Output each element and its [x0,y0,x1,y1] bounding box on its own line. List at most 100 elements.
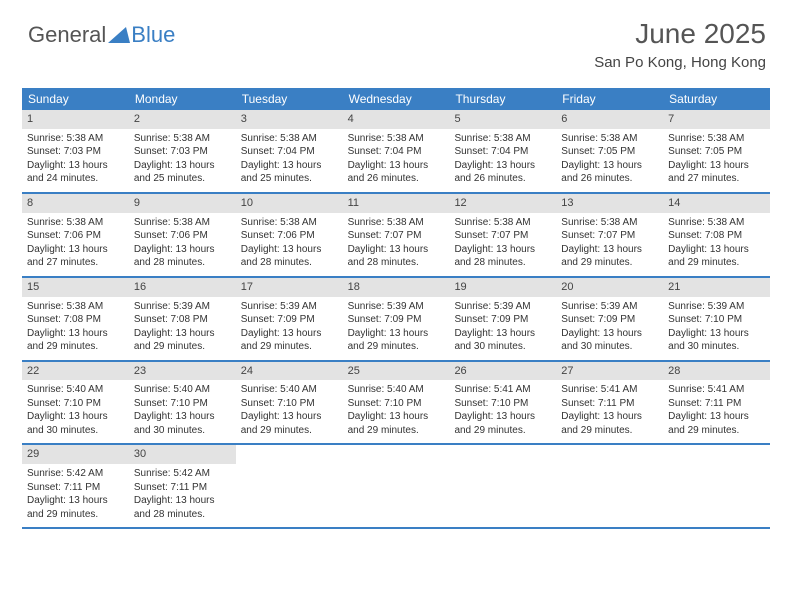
sunset-line: Sunset: 7:06 PM [241,229,338,243]
day-body: Sunrise: 5:39 AMSunset: 7:08 PMDaylight:… [129,297,236,360]
day-body: Sunrise: 5:40 AMSunset: 7:10 PMDaylight:… [236,380,343,443]
sunrise-line: Sunrise: 5:40 AM [241,383,338,397]
calendar-day: 16Sunrise: 5:39 AMSunset: 7:08 PMDayligh… [129,278,236,360]
sunrise-line: Sunrise: 5:38 AM [241,216,338,230]
calendar-day: 6Sunrise: 5:38 AMSunset: 7:05 PMDaylight… [556,110,663,192]
dow-cell: Sunday [22,88,129,110]
calendar-day: 19Sunrise: 5:39 AMSunset: 7:09 PMDayligh… [449,278,556,360]
calendar-day: 1Sunrise: 5:38 AMSunset: 7:03 PMDaylight… [22,110,129,192]
calendar: SundayMondayTuesdayWednesdayThursdayFrid… [22,88,770,529]
day-body: Sunrise: 5:38 AMSunset: 7:03 PMDaylight:… [22,129,129,192]
day-body: Sunrise: 5:40 AMSunset: 7:10 PMDaylight:… [22,380,129,443]
day-number: 20 [556,278,663,297]
calendar-day: 26Sunrise: 5:41 AMSunset: 7:10 PMDayligh… [449,362,556,444]
dow-cell: Saturday [663,88,770,110]
day-number: 23 [129,362,236,381]
daylight-line: Daylight: 13 hours and 29 minutes. [27,327,124,354]
day-number: 9 [129,194,236,213]
dow-cell: Friday [556,88,663,110]
sunrise-line: Sunrise: 5:38 AM [561,132,658,146]
sunset-line: Sunset: 7:03 PM [27,145,124,159]
sunset-line: Sunset: 7:09 PM [454,313,551,327]
sunset-line: Sunset: 7:10 PM [241,397,338,411]
day-body: Sunrise: 5:38 AMSunset: 7:06 PMDaylight:… [236,213,343,276]
sunset-line: Sunset: 7:04 PM [348,145,445,159]
sunrise-line: Sunrise: 5:38 AM [348,216,445,230]
sunset-line: Sunset: 7:11 PM [27,481,124,495]
day-body: Sunrise: 5:42 AMSunset: 7:11 PMDaylight:… [129,464,236,527]
calendar-week: 8Sunrise: 5:38 AMSunset: 7:06 PMDaylight… [22,194,770,278]
day-number: 24 [236,362,343,381]
daylight-line: Daylight: 13 hours and 30 minutes. [668,327,765,354]
page-location: San Po Kong, Hong Kong [594,54,766,71]
sunrise-line: Sunrise: 5:39 AM [561,300,658,314]
daylight-line: Daylight: 13 hours and 27 minutes. [27,243,124,270]
day-body: Sunrise: 5:38 AMSunset: 7:06 PMDaylight:… [22,213,129,276]
calendar-day: 13Sunrise: 5:38 AMSunset: 7:07 PMDayligh… [556,194,663,276]
day-body: Sunrise: 5:38 AMSunset: 7:08 PMDaylight:… [22,297,129,360]
day-number: 15 [22,278,129,297]
calendar-day: 21Sunrise: 5:39 AMSunset: 7:10 PMDayligh… [663,278,770,360]
sunrise-line: Sunrise: 5:38 AM [27,300,124,314]
calendar-day: 20Sunrise: 5:39 AMSunset: 7:09 PMDayligh… [556,278,663,360]
daylight-line: Daylight: 13 hours and 29 minutes. [561,410,658,437]
calendar-day: 23 Sunrise: 5:40 AMSunset: 7:10 PMDayligh… [129,362,236,444]
sunset-line: Sunset: 7:08 PM [134,313,231,327]
day-body: Sunrise: 5:41 AMSunset: 7:11 PMDaylight:… [663,380,770,443]
day-body: Sunrise: 5:39 AMSunset: 7:10 PMDaylight:… [663,297,770,360]
sunset-line: Sunset: 7:09 PM [241,313,338,327]
dow-cell: Monday [129,88,236,110]
calendar-week: 29Sunrise: 5:42 AMSunset: 7:11 PMDayligh… [22,445,770,529]
calendar-day [236,445,343,527]
day-body: Sunrise: 5:38 AMSunset: 7:05 PMDaylight:… [556,129,663,192]
day-number: 30 [129,445,236,464]
daylight-line: Daylight: 13 hours and 30 minutes. [134,410,231,437]
sunrise-line: Sunrise: 5:42 AM [27,467,124,481]
daylight-line: Daylight: 13 hours and 28 minutes. [241,243,338,270]
daylight-line: Daylight: 13 hours and 29 minutes. [134,327,231,354]
day-number: 1 [22,110,129,129]
daylight-line: Daylight: 13 hours and 26 minutes. [348,159,445,186]
sunset-line: Sunset: 7:10 PM [134,397,231,411]
sunset-line: Sunset: 7:07 PM [454,229,551,243]
sunset-line: Sunset: 7:05 PM [561,145,658,159]
daylight-line: Daylight: 13 hours and 26 minutes. [454,159,551,186]
brand-logo: General Blue [28,22,175,48]
sunset-line: Sunset: 7:06 PM [134,229,231,243]
daylight-line: Daylight: 13 hours and 29 minutes. [668,243,765,270]
sunset-line: Sunset: 7:11 PM [134,481,231,495]
sunset-line: Sunset: 7:10 PM [348,397,445,411]
day-number: 7 [663,110,770,129]
daylight-line: Daylight: 13 hours and 29 minutes. [348,327,445,354]
sunrise-line: Sunrise: 5:38 AM [134,216,231,230]
day-number: 4 [343,110,450,129]
day-body: Sunrise: 5:38 AMSunset: 7:04 PMDaylight:… [449,129,556,192]
sunset-line: Sunset: 7:08 PM [27,313,124,327]
sunrise-line: Sunrise: 5:40 AM [134,383,231,397]
day-body: Sunrise: 5:38 AMSunset: 7:05 PMDaylight:… [663,129,770,192]
sunset-line: Sunset: 7:07 PM [348,229,445,243]
day-number: 19 [449,278,556,297]
sunset-line: Sunset: 7:10 PM [668,313,765,327]
daylight-line: Daylight: 13 hours and 28 minutes. [134,243,231,270]
day-number: 8 [22,194,129,213]
calendar-day: 17Sunrise: 5:39 AMSunset: 7:09 PMDayligh… [236,278,343,360]
calendar-day: 27Sunrise: 5:41 AMSunset: 7:11 PMDayligh… [556,362,663,444]
day-body: Sunrise: 5:39 AMSunset: 7:09 PMDaylight:… [449,297,556,360]
day-body: Sunrise: 5:41 AMSunset: 7:11 PMDaylight:… [556,380,663,443]
day-body: Sunrise: 5:38 AMSunset: 7:06 PMDaylight:… [129,213,236,276]
sunrise-line: Sunrise: 5:38 AM [241,132,338,146]
sunset-line: Sunset: 7:05 PM [668,145,765,159]
daylight-line: Daylight: 13 hours and 25 minutes. [134,159,231,186]
day-number: 22 [22,362,129,381]
daylight-line: Daylight: 13 hours and 29 minutes. [241,327,338,354]
day-body: Sunrise: 5:38 AMSunset: 7:07 PMDaylight:… [343,213,450,276]
daylight-line: Daylight: 13 hours and 29 minutes. [561,243,658,270]
day-number: 6 [556,110,663,129]
day-body: Sunrise: 5:39 AMSunset: 7:09 PMDaylight:… [556,297,663,360]
sunrise-line: Sunrise: 5:39 AM [348,300,445,314]
sunset-line: Sunset: 7:03 PM [134,145,231,159]
day-number: 12 [449,194,556,213]
day-body: Sunrise: 5:40 AMSunset: 7:10 PMDaylight:… [343,380,450,443]
daylight-line: Daylight: 13 hours and 29 minutes. [348,410,445,437]
